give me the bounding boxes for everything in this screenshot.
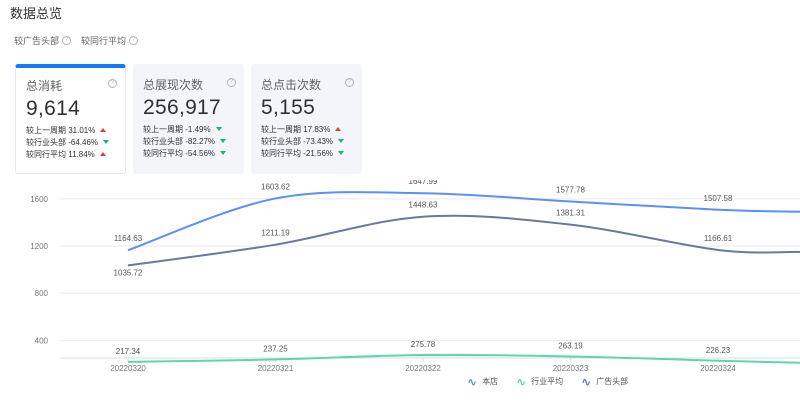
arrow-down-icon [338, 151, 345, 155]
help-circle-icon[interactable]: ? [227, 78, 236, 87]
card-compare-row: 较行业头部 -64.46% [26, 136, 117, 148]
card-compare-row: 较行业头部 -82.27% [143, 135, 236, 147]
legend-label: 广告头部 [596, 377, 629, 386]
data-label: 1507.58 [704, 194, 733, 203]
card-value: 5,155 [261, 96, 316, 119]
row-value: -64.46% [68, 137, 99, 147]
data-label: 263.19 [558, 341, 583, 350]
compare-ad-head-label: 较广告头部 [14, 36, 60, 46]
arrow-up-icon [335, 127, 342, 131]
series-line [127, 214, 800, 267]
card-value: 256,917 [143, 96, 222, 119]
row-value: 17.83% [303, 124, 331, 134]
row-value: 31.01% [68, 125, 96, 135]
x-tick-label: 20220320 [110, 364, 146, 373]
compare-peer-average-label: 较同行平均 [81, 36, 127, 46]
data-label: 1211.19 [261, 229, 290, 238]
legend-item-industry-average[interactable]: ∿ 行业平均 [516, 374, 564, 389]
card-total-impressions[interactable]: 总展现次数 ? 256,917 较上一周期 -1.49% 较行业头部 -82.2… [133, 64, 244, 174]
data-label: 1603.62 [261, 182, 290, 191]
card-total-clicks[interactable]: 总点击次数 ? 5,155 较上一周期 17.83% 较行业头部 -73.43%… [251, 64, 362, 174]
row-value: -1.49% [185, 124, 211, 134]
y-tick-label: 1600 [30, 195, 48, 204]
wave-line-icon: ∿ [467, 374, 478, 389]
arrow-down-icon [103, 140, 110, 144]
series-line [127, 353, 800, 364]
arrow-up-icon [100, 128, 107, 132]
card-compare-row: 较行业头部 -73.43% [261, 135, 354, 147]
data-label: 1164.63 [114, 234, 143, 243]
metric-cards: 总消耗 ? 9,614 较上一周期 31.01% 较行业头部 -64.46% 较… [15, 64, 362, 174]
page-title: 数据总览 [10, 6, 63, 21]
x-tick-label: 20220321 [258, 364, 294, 373]
data-label: 275.78 [411, 340, 436, 349]
help-circle-icon[interactable]: ? [345, 78, 354, 87]
compare-bar: 较广告头部 ? 较同行平均 ? [14, 34, 139, 47]
card-compare-row: 较上一周期 31.01% [26, 124, 117, 136]
data-label: 1381.31 [556, 209, 585, 218]
trend-line-chart: 400 800 1200 1600 20220320 20220321 20220322 20… [30, 180, 800, 373]
row-value: -73.43% [303, 136, 334, 146]
y-tick-label: 800 [35, 289, 49, 298]
arrow-up-icon [99, 152, 106, 156]
row-label: 较行业头部 [143, 136, 183, 146]
data-label: 1448.63 [409, 201, 438, 210]
data-label: 1577.78 [556, 185, 585, 194]
row-value: -21.56% [303, 148, 334, 158]
arrow-down-icon [215, 127, 222, 131]
card-total-cost[interactable]: 总消耗 ? 9,614 较上一周期 31.01% 较行业头部 -64.46% 较… [15, 64, 126, 174]
x-tick-label: 20220323 [553, 364, 589, 373]
data-label: 1035.72 [114, 268, 143, 277]
help-circle-icon[interactable]: ? [62, 36, 72, 45]
data-label: 226.23 [706, 346, 731, 355]
row-label: 较上一周期 [143, 124, 183, 134]
row-label: 较行业头部 [261, 136, 301, 146]
arrow-down-icon [220, 139, 227, 143]
help-circle-icon[interactable]: ? [129, 36, 139, 45]
x-tick-label: 20220324 [700, 364, 736, 373]
row-label: 较同行平均 [143, 148, 183, 158]
row-label: 较同行平均 [26, 149, 66, 159]
arrow-down-icon [220, 151, 227, 155]
legend-label: 行业平均 [531, 377, 564, 386]
series-line [127, 191, 800, 252]
data-label: 1647.99 [409, 180, 438, 186]
row-label: 较上一周期 [26, 125, 66, 135]
card-title: 总消耗 [26, 79, 63, 93]
y-tick-label: 400 [35, 336, 49, 345]
row-label: 较行业头部 [26, 137, 66, 147]
card-compare-row: 较上一周期 17.83% [261, 123, 354, 135]
legend-item-store[interactable]: ∿ 本店 [467, 374, 499, 389]
legend-item-ad-head[interactable]: ∿ 广告头部 [581, 374, 629, 389]
x-tick-label: 20220322 [405, 364, 441, 373]
arrow-down-icon [338, 139, 345, 143]
data-label: 217.34 [116, 347, 141, 356]
data-label: 237.25 [263, 345, 288, 354]
card-value: 9,614 [26, 97, 81, 120]
card-compare-row: 较同行平均 -54.56% [143, 147, 236, 159]
compare-ad-head[interactable]: 较广告头部 ? [14, 34, 72, 47]
card-compare-row: 较同行平均 -21.56% [261, 147, 354, 159]
row-value: 11.84% [68, 149, 95, 159]
wave-line-icon: ∿ [516, 374, 527, 389]
chart-legend: ∿ 本店 ∿ 行业平均 ∿ 广告头部 [467, 374, 629, 389]
y-tick-label: 1200 [30, 242, 48, 251]
row-label: 较上一周期 [261, 124, 301, 134]
card-compare-row: 较上一周期 -1.49% [143, 123, 236, 135]
data-label: 1166.61 [704, 234, 733, 243]
card-compare-row: 较同行平均 11.84% [26, 148, 117, 160]
wave-line-icon: ∿ [581, 374, 592, 389]
legend-label: 本店 [482, 377, 499, 386]
row-label: 较同行平均 [261, 148, 301, 158]
card-title: 总展现次数 [143, 78, 204, 92]
help-circle-icon[interactable]: ? [108, 79, 117, 88]
card-title: 总点击次数 [261, 78, 322, 92]
row-value: -82.27% [185, 136, 216, 146]
row-value: -54.56% [185, 148, 216, 158]
compare-peer-average[interactable]: 较同行平均 ? [81, 34, 139, 47]
